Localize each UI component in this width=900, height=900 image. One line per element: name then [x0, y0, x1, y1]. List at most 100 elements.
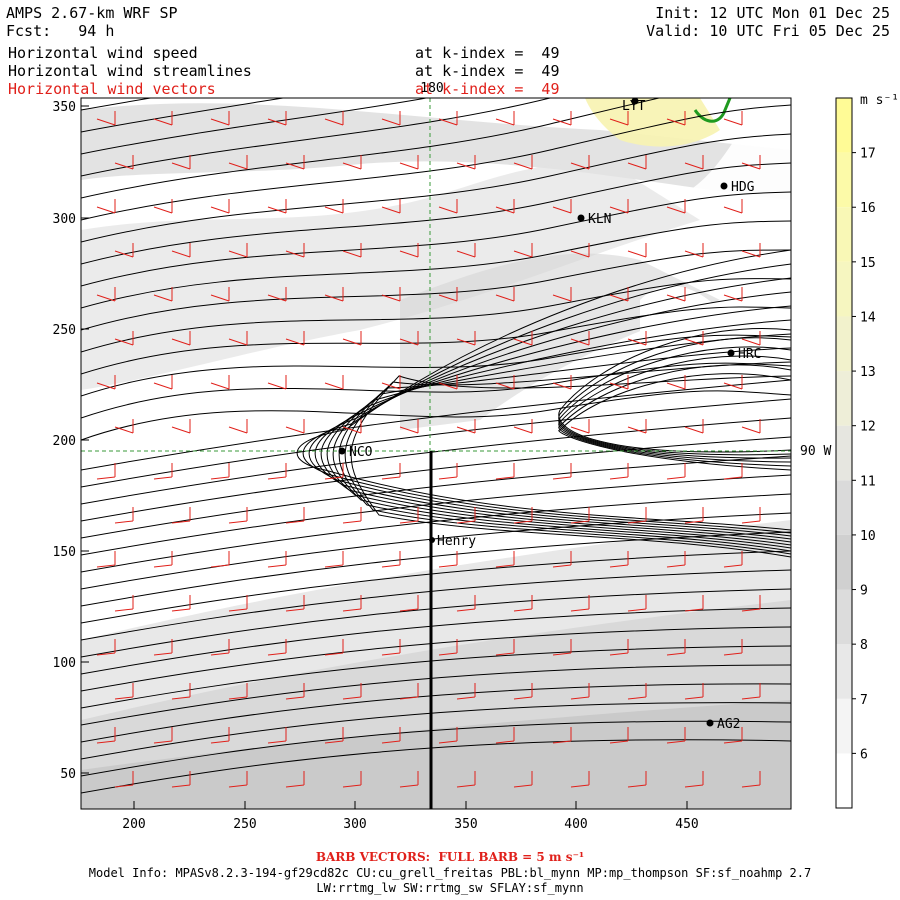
wind-barb [114, 243, 134, 258]
station-ag2[interactable]: AG2 [706, 717, 741, 732]
streamline [81, 249, 791, 331]
wind-barb [399, 419, 419, 434]
wind-barb [285, 331, 305, 346]
streamline [81, 569, 791, 641]
streamline [81, 133, 791, 243]
streamline [81, 417, 791, 505]
wind-barb [96, 287, 116, 302]
streamline [558, 327, 791, 453]
wind-barb [627, 419, 647, 434]
wind-barb [210, 727, 230, 744]
wind-barb [171, 155, 191, 170]
streamline [302, 263, 791, 534]
streamline [81, 739, 791, 794]
wind-barb [228, 419, 248, 434]
station-hrc[interactable]: HRC [727, 347, 762, 362]
colorbar-swatch [836, 589, 852, 645]
wind-barb [96, 639, 116, 656]
wind-barb [609, 639, 629, 656]
wind-barb [456, 331, 476, 346]
wind-barb [723, 463, 743, 480]
wind-barb [267, 463, 287, 480]
wind-barb [267, 375, 287, 390]
field-streamlines: Horizontal wind streamlines [8, 62, 252, 80]
streamline [350, 375, 791, 558]
y-tick-50: 50 [60, 767, 76, 782]
wind-barb [723, 639, 743, 656]
streamline [558, 364, 791, 467]
streamline [81, 98, 287, 133]
wind-barb [153, 111, 173, 126]
colorbar-swatch [836, 316, 852, 372]
wind-barb [609, 287, 629, 302]
wind-barb [570, 243, 590, 258]
colorbar-label: 8 [860, 638, 868, 653]
streamline [81, 720, 791, 777]
streamline [558, 346, 791, 459]
wind-barb [228, 683, 248, 700]
wind-barb [210, 375, 230, 390]
wind-barb [552, 199, 572, 214]
wind-barb [228, 595, 248, 612]
colorbar-label: 6 [860, 747, 868, 762]
colorbar-label: 10 [860, 529, 876, 544]
wind-barb [324, 375, 344, 390]
wind-barb [96, 375, 116, 390]
colorbar-swatch [836, 98, 852, 153]
wind-barb [456, 155, 476, 170]
station-hdg[interactable]: HDG [720, 180, 755, 195]
parallel-label: 90 W [800, 444, 831, 459]
wind-barb [285, 595, 305, 612]
streamline [558, 373, 791, 471]
streamline [81, 162, 791, 265]
field-wind-speed-level: at k-index = 49 [415, 44, 560, 62]
station-nco[interactable]: NCO [338, 445, 373, 460]
streamline [81, 607, 791, 675]
model-title: AMPS 2.67-km WRF SP [6, 4, 178, 22]
station-label: HRC [738, 347, 761, 362]
wind-barb [609, 111, 629, 126]
station-label: HDG [731, 180, 755, 195]
wind-barb [495, 639, 515, 656]
wind-barb [552, 287, 572, 302]
wind-barb [210, 463, 230, 480]
wind-barb [114, 331, 134, 346]
wind-barb [495, 111, 515, 126]
streamline [81, 702, 791, 760]
wind-barb [456, 595, 476, 612]
wind-barb [324, 111, 344, 126]
station-lyt[interactable]: LYT [622, 97, 646, 115]
wind-barb [627, 507, 647, 524]
field-wind-speed: Horizontal wind speed [8, 44, 198, 62]
streamlines [81, 98, 791, 794]
station-henry[interactable]: Henry [429, 534, 476, 549]
station-kln[interactable]: KLN [577, 212, 612, 227]
wind-barb [684, 771, 704, 788]
streamline [81, 474, 791, 556]
y-tick-300: 300 [53, 212, 76, 227]
streamline [320, 305, 791, 543]
wind-barb [342, 595, 362, 612]
wind-barb [96, 551, 116, 568]
wind-barb [666, 375, 686, 390]
wind-barb [513, 683, 533, 700]
wind-barb [381, 551, 401, 568]
wind-barb [114, 419, 134, 434]
wind-barb [684, 243, 704, 258]
wind-barb [381, 287, 401, 302]
wind-barb [513, 331, 533, 346]
wind-barb [741, 419, 761, 434]
wind-barb [267, 551, 287, 568]
wind-barb [609, 463, 629, 480]
wind-barb [285, 155, 305, 170]
wind-barb [342, 771, 362, 788]
wind-barb [342, 683, 362, 700]
wind-barb [666, 463, 686, 480]
wind-barb [609, 199, 629, 214]
wind-barb [513, 155, 533, 170]
colorbar-swatch [836, 753, 852, 808]
wind-barb [570, 419, 590, 434]
wind-barb [627, 243, 647, 258]
wind-barb [666, 199, 686, 214]
wind-barb [114, 595, 134, 612]
